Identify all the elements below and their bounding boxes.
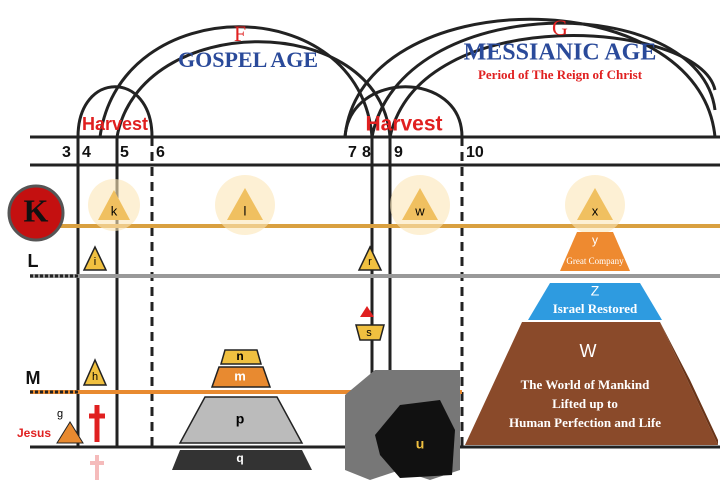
marker: 7	[348, 144, 357, 161]
jesus-label: Jesus	[17, 426, 51, 440]
symbol-label: i	[94, 256, 96, 268]
world-line: Lifted up to	[552, 396, 618, 411]
jesus-letter: g	[57, 408, 63, 420]
pyramid-label: q	[236, 451, 243, 465]
harvest-label: Harvest	[365, 113, 442, 136]
marker: 4	[82, 144, 91, 161]
marker: 6	[156, 144, 165, 161]
age-title: MESSIANIC AGE	[464, 40, 657, 66]
marker: 8	[362, 144, 371, 161]
age-letter: G	[552, 15, 568, 40]
glory-label: w	[414, 203, 425, 218]
plane-label: L	[28, 251, 39, 271]
harvest-label: Harvest	[82, 114, 148, 134]
glory-label: k	[111, 203, 118, 218]
israel-label: Israel Restored	[553, 301, 638, 316]
marker: 5	[120, 144, 129, 161]
pyramid-label: n	[236, 349, 243, 363]
glory-label: l	[244, 203, 247, 218]
israel-letter: Z	[591, 283, 600, 299]
age-title: GOSPEL AGE	[178, 47, 318, 72]
plan-chart: F GOSPEL AGE G MESSIANIC AGE Period of T…	[0, 0, 723, 493]
world-line: Human Perfection and Life	[509, 415, 661, 430]
age-letter: F	[234, 21, 246, 46]
plane-label: K	[24, 192, 49, 228]
symbol-label: h	[92, 371, 98, 383]
pyramid-label: p	[236, 411, 245, 427]
marker: 9	[394, 144, 403, 161]
marker: 3	[62, 144, 71, 161]
age-subtitle: Period of The Reign of Christ	[478, 67, 643, 82]
gc-letter: y	[592, 233, 598, 247]
symbol-label: s	[366, 327, 372, 339]
world-line: The World of Mankind	[521, 377, 650, 392]
world-letter: W	[580, 341, 597, 361]
glory-label: x	[592, 203, 599, 218]
plane-label: M	[26, 368, 41, 388]
marker: 10	[466, 144, 484, 161]
symbol-label: r	[368, 256, 372, 268]
gc-label: Great Company	[566, 256, 624, 266]
rock-label: u	[416, 436, 425, 452]
pyramid-label: m	[234, 368, 246, 383]
